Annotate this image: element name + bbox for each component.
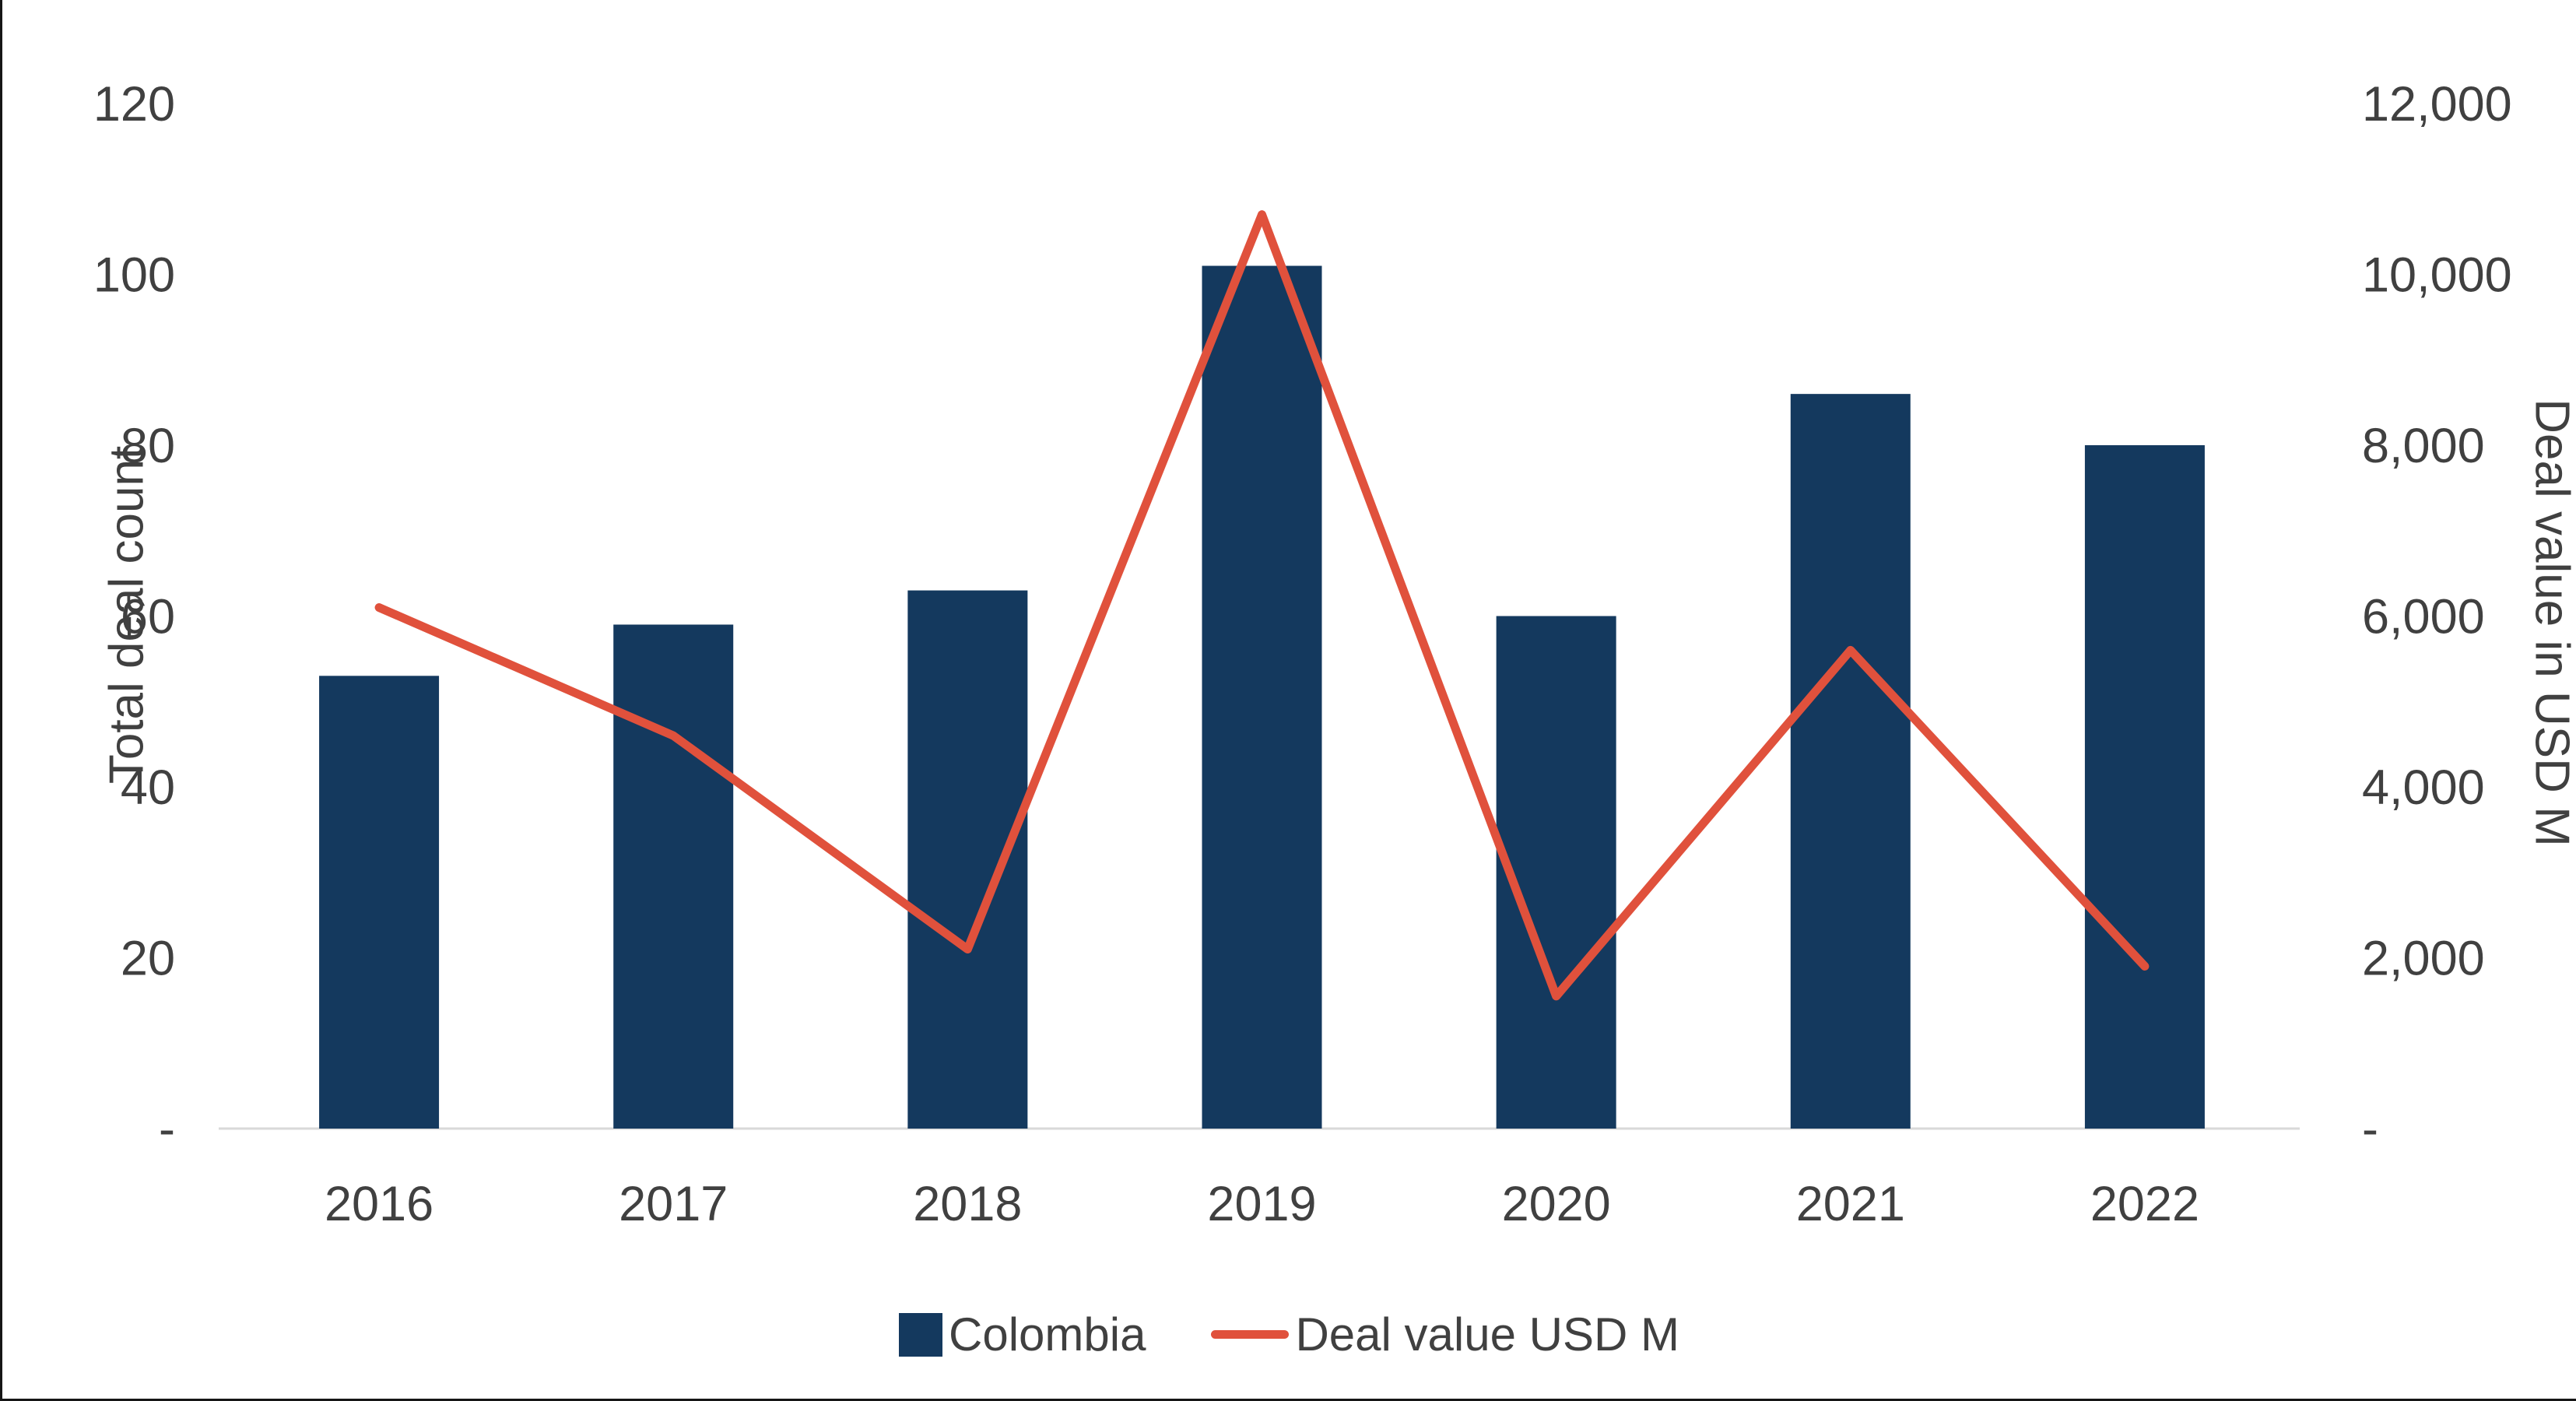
left-axis-tick: - xyxy=(159,1102,175,1157)
right-axis-tick: - xyxy=(2362,1102,2378,1157)
right-axis-tick: 4,000 xyxy=(2362,760,2485,815)
bar-2020 xyxy=(1496,616,1616,1129)
legend-item-deal-value: Deal value USD M xyxy=(1211,1308,1679,1361)
category-label: 2016 xyxy=(325,1177,433,1231)
category-label: 2021 xyxy=(1796,1177,1905,1231)
bar-2016 xyxy=(319,676,440,1129)
right-axis-tick: 2,000 xyxy=(2362,932,2485,986)
category-label: 2018 xyxy=(913,1177,1022,1231)
right-axis-tick: 8,000 xyxy=(2362,419,2485,473)
bar-2022 xyxy=(2084,445,2205,1129)
colombia-swatch-icon xyxy=(899,1312,943,1357)
left-axis-title: Total deal count xyxy=(100,445,154,785)
category-label: 2017 xyxy=(619,1177,728,1231)
category-label: 2020 xyxy=(1502,1177,1611,1231)
right-axis-tick: 6,000 xyxy=(2362,590,2485,644)
category-label: 2019 xyxy=(1207,1177,1316,1231)
bar-2018 xyxy=(907,590,1028,1129)
left-axis-tick: 120 xyxy=(93,77,175,132)
right-axis-tick: 10,000 xyxy=(2362,248,2512,303)
legend: Colombia Deal value USD M xyxy=(2,1308,2576,1361)
bar-2021 xyxy=(1790,394,1911,1129)
left-axis-tick: 80 xyxy=(121,419,175,473)
left-axis-tick: 40 xyxy=(121,760,175,815)
bar-2019 xyxy=(1202,265,1322,1129)
legend-item-colombia: Colombia xyxy=(899,1308,1146,1361)
right-axis-title: Deal value in USD M xyxy=(2525,399,2576,847)
left-axis-tick: 20 xyxy=(121,932,175,986)
bar-2017 xyxy=(613,624,734,1129)
deal-value-swatch-icon xyxy=(1211,1330,1290,1339)
legend-label-deal-value: Deal value USD M xyxy=(1295,1308,1679,1361)
right-axis-tick: 12,000 xyxy=(2362,77,2512,132)
deal-value-line xyxy=(374,210,2150,1001)
left-axis-tick: 60 xyxy=(121,590,175,644)
left-axis-tick: 100 xyxy=(93,248,175,303)
legend-label-colombia: Colombia xyxy=(949,1308,1146,1361)
category-label: 2022 xyxy=(2090,1177,2199,1231)
